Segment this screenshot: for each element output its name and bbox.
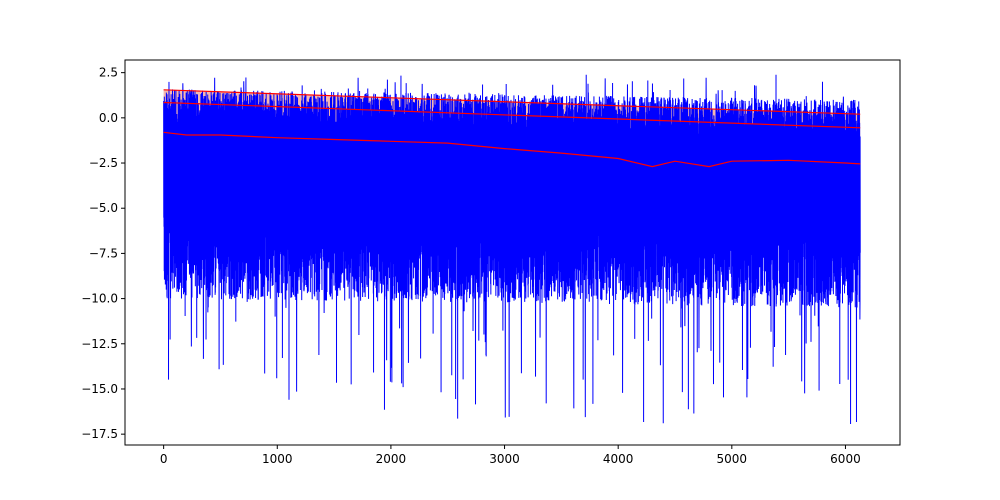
y-tick-label: −12.5 <box>81 337 118 351</box>
x-axis: 0 1000 2000 3000 4000 5000 6000 <box>160 445 861 466</box>
rolling-mean-line <box>163 131 861 168</box>
y-tick-label: −2.5 <box>89 156 118 170</box>
x-tick-label: 3000 <box>489 452 520 466</box>
x-tick-label: 2000 <box>376 452 407 466</box>
y-tick-label: 2.5 <box>99 66 118 80</box>
band-upper-line <box>163 89 861 115</box>
band-middle-line <box>163 101 861 129</box>
plot-frame <box>124 59 901 446</box>
plot-content <box>163 74 861 425</box>
x-tick-label: 5000 <box>717 452 748 466</box>
y-axis: 2.5 0.0 −2.5 −5.0 −7.5 −10.0 −12.5 −15.0 −17.5 <box>81 66 125 441</box>
y-tick-label: −7.5 <box>89 246 118 260</box>
x-tick-label: 4000 <box>603 452 634 466</box>
y-tick-label: −10.0 <box>81 292 118 306</box>
y-tick-label: 0.0 <box>99 111 118 125</box>
y-tick-label: −17.5 <box>81 427 118 441</box>
y-tick-label: −5.0 <box>89 201 118 215</box>
signal-line <box>163 74 861 425</box>
x-tick-label: 1000 <box>262 452 293 466</box>
x-tick-label: 6000 <box>830 452 861 466</box>
x-tick-label: 0 <box>160 452 168 466</box>
y-tick-label: −15.0 <box>81 382 118 396</box>
